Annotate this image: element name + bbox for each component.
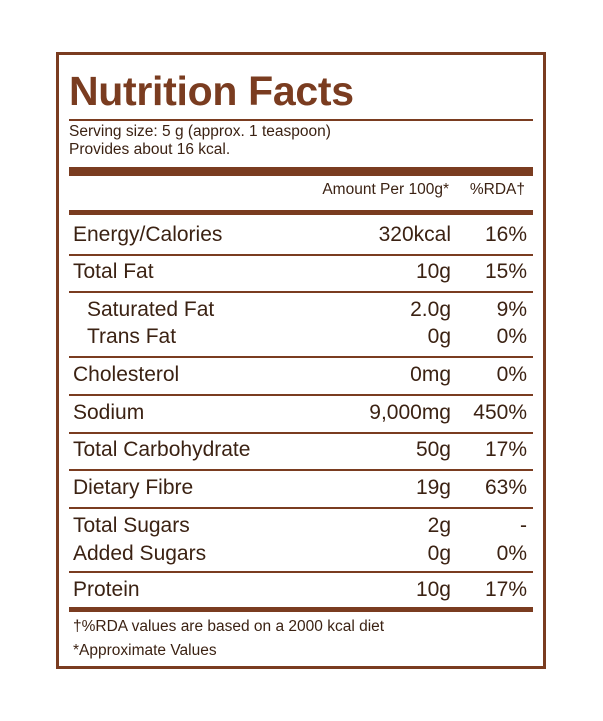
nutrient-name: Sodium [73,401,145,424]
nutrient-rda: 0% [496,542,527,565]
nutrient-rda: 63% [484,476,527,499]
nutrient-row-energy: Energy/Calories 320kcal 16% [69,223,533,247]
nutrient-amount: 0g [427,325,451,348]
nutrient-rda: - [520,514,527,537]
nutrient-name: Total Sugars [73,514,190,537]
title-divider [69,119,533,121]
nutrient-amount: 0mg [410,363,451,386]
row-divider [69,394,533,396]
rda-footnote: †%RDA values are based on a 2000 kcal di… [73,618,385,635]
nutrient-rda: 16% [484,223,527,246]
nutrient-amount: 50g [415,438,451,461]
nutrient-rda: 15% [484,260,527,283]
serving-info: Serving size: 5 g (approx. 1 teaspoon) P… [69,123,331,159]
nutrient-amount: 320kcal [378,223,451,246]
serving-calories: Provides about 16 kcal. [69,141,231,158]
nutrient-row-dietary-fibre: Dietary Fibre 19g 63% [69,476,533,500]
nutrient-rda: 17% [484,438,527,461]
row-divider [69,507,533,509]
row-divider [69,356,533,358]
nutrient-rda: 0% [496,325,527,348]
nutrient-name: Saturated Fat [87,298,215,321]
nutrient-row-total-sugars: Total Sugars 2g - [69,514,533,538]
approximate-footnote: *Approximate Values [73,642,217,659]
nutrient-name: Total Fat [73,260,154,283]
nutrient-row-trans-fat: Trans Fat 0g 0% [69,325,533,349]
nutrition-facts-label: Nutrition Facts Serving size: 5 g (appro… [56,52,546,669]
nutrient-name: Added Sugars [73,542,207,565]
nutrient-name: Total Carbohydrate [73,438,251,461]
nutrient-name: Protein [73,578,140,601]
nutrient-rda: 17% [484,578,527,601]
amount-column-header: Amount Per 100g* [322,181,449,198]
rda-column-header: %RDA† [469,181,525,198]
label-title: Nutrition Facts [69,68,354,114]
nutrient-row-added-sugars: Added Sugars 0g 0% [69,542,533,566]
nutrient-rda: 0% [496,363,527,386]
nutrient-amount: 9,000mg [369,401,451,424]
nutrient-name: Energy/Calories [73,223,223,246]
nutrient-name: Trans Fat [87,325,177,348]
serving-size: Serving size: 5 g (approx. 1 teaspoon) [69,123,331,140]
nutrient-amount: 19g [415,476,451,499]
row-divider [69,469,533,471]
nutrient-amount: 10g [415,260,451,283]
nutrient-row-sodium: Sodium 9,000mg 450% [69,401,533,425]
header-divider [69,210,533,215]
row-divider [69,432,533,434]
nutrient-rda: 9% [496,298,527,321]
nutrient-row-total-carbohydrate: Total Carbohydrate 50g 17% [69,438,533,462]
nutrient-amount: 2.0g [410,298,451,321]
nutrient-name: Cholesterol [73,363,180,386]
nutrient-rda: 450% [473,401,527,424]
row-divider [69,291,533,293]
nutrient-amount: 2g [427,514,451,537]
nutrient-name: Dietary Fibre [73,476,194,499]
row-divider [69,254,533,256]
nutrient-row-saturated-fat: Saturated Fat 2.0g 9% [69,298,533,322]
row-divider [69,571,533,573]
thick-divider-top [69,167,533,176]
nutrient-amount: 10g [415,578,451,601]
label-inner: Nutrition Facts Serving size: 5 g (appro… [69,55,533,666]
thick-divider-bottom [69,607,533,612]
nutrient-row-cholesterol: Cholesterol 0mg 0% [69,363,533,387]
nutrient-row-protein: Protein 10g 17% [69,578,533,602]
nutrient-row-total-fat: Total Fat 10g 15% [69,260,533,284]
nutrient-amount: 0g [427,542,451,565]
